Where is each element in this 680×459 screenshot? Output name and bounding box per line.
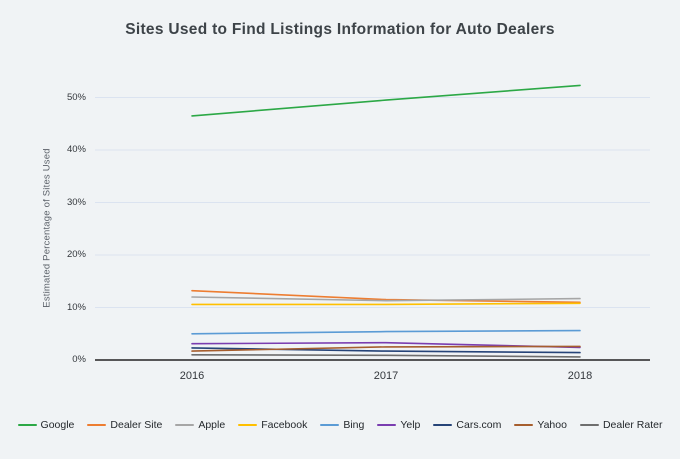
series-line-yahoo (191, 345, 581, 352)
legend-swatch (320, 424, 340, 426)
legend-label: Yelp (400, 419, 421, 431)
legend-label: Google (40, 419, 75, 431)
series-line-google (191, 84, 581, 117)
series-line-apple (191, 296, 581, 302)
legend-item-cars-com[interactable]: Cars.com (433, 419, 501, 431)
y-tick-label: 20% (66, 249, 86, 260)
legend-label: Dealer Site (110, 419, 163, 431)
legend-item-dealer-rater[interactable]: Dealer Rater (579, 419, 663, 431)
legend-item-apple[interactable]: Apple (175, 419, 225, 431)
legend-swatch (87, 424, 107, 426)
series-line-facebook (191, 302, 581, 306)
legend-item-bing[interactable]: Bing (320, 419, 364, 431)
chart-title: Sites Used to Find Listings Information … (125, 21, 555, 38)
legend-swatch (238, 424, 258, 426)
legend-item-dealer-site[interactable]: Dealer Site (87, 419, 162, 431)
legend-swatch (433, 424, 453, 426)
legend-item-google[interactable]: Google (17, 419, 75, 431)
x-tick-label: 2016 (179, 370, 205, 382)
legend-label: Facebook (261, 419, 308, 431)
legend-swatch (514, 424, 534, 426)
x-tick-label: 2017 (373, 370, 399, 382)
y-tick-label: 50% (66, 91, 86, 103)
series-line-dealer-site (191, 289, 581, 304)
legend-swatch (175, 424, 195, 426)
y-tick-label: 10% (66, 301, 86, 313)
legend-item-facebook[interactable]: Facebook (238, 419, 307, 431)
legend-swatch (17, 424, 37, 426)
y-tick-label: 0% (72, 354, 86, 365)
legend-item-yahoo[interactable]: Yahoo (514, 419, 567, 431)
legend-item-yelp[interactable]: Yelp (377, 419, 420, 431)
legend-label: Bing (343, 419, 365, 431)
y-tick-label: 30% (66, 196, 86, 208)
legend-swatch (579, 424, 599, 426)
series-line-dealer-rater (191, 353, 581, 358)
y-tick-label: 40% (66, 144, 86, 155)
legend-label: Apple (198, 419, 226, 431)
legend-label: Cars.com (456, 419, 502, 431)
series-line-bing (191, 329, 581, 335)
legend-swatch (377, 424, 397, 426)
legend-label: Dealer Rater (602, 419, 663, 431)
legend: Google Dealer Site Apple Facebook Bing Yelp Ca… (0, 419, 680, 431)
x-tick-label: 2018 (567, 370, 593, 382)
legend-label: Yahoo (537, 419, 567, 431)
